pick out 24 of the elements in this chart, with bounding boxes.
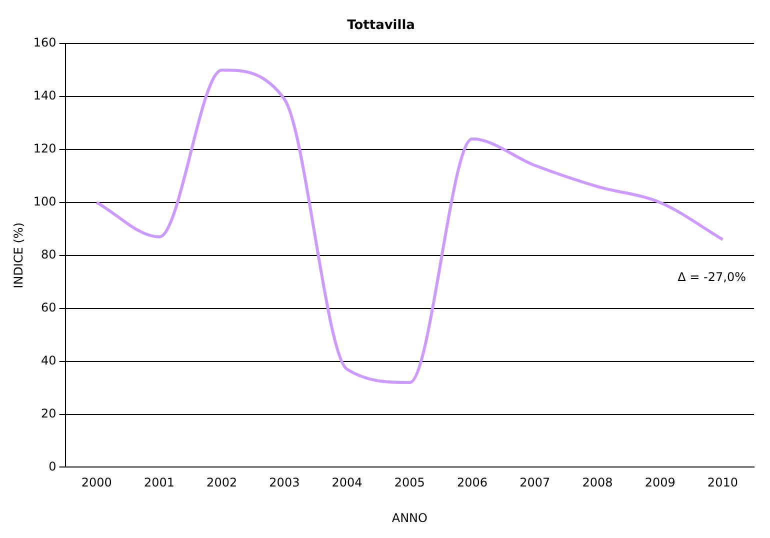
x-tick-label: 2002: [206, 476, 238, 490]
y-axis-title: INDICE (%): [11, 222, 26, 288]
x-tick-label: 2006: [456, 476, 488, 490]
y-tick-label: 80: [41, 248, 56, 262]
x-tick-label: 2000: [81, 476, 112, 490]
y-tick-label: 100: [33, 194, 56, 209]
x-axis-title: ANNO: [392, 510, 428, 525]
x-tick-label: 2007: [520, 476, 550, 490]
x-tick-label: 2008: [582, 476, 613, 490]
y-tick-label: 40: [41, 353, 56, 368]
x-tick-label: 2003: [269, 476, 300, 490]
x-tick-label: 2010: [707, 476, 738, 490]
x-tick-label: 2005: [394, 476, 425, 490]
y-tick-label: 140: [33, 88, 56, 103]
x-tick-label: 2009: [644, 476, 676, 490]
y-tick-label: 160: [33, 36, 56, 50]
chart-title: Tottavilla: [347, 18, 415, 34]
x-tick-label: 2001: [144, 476, 174, 490]
y-tick-label: 120: [33, 142, 56, 156]
y-tick-label: 60: [41, 300, 56, 314]
x-tick-label: 2004: [332, 476, 362, 490]
y-tick-label: 20: [41, 406, 56, 420]
annotation: Δ = -27,0%: [678, 270, 746, 284]
y-tick-label: 0: [48, 459, 56, 474]
